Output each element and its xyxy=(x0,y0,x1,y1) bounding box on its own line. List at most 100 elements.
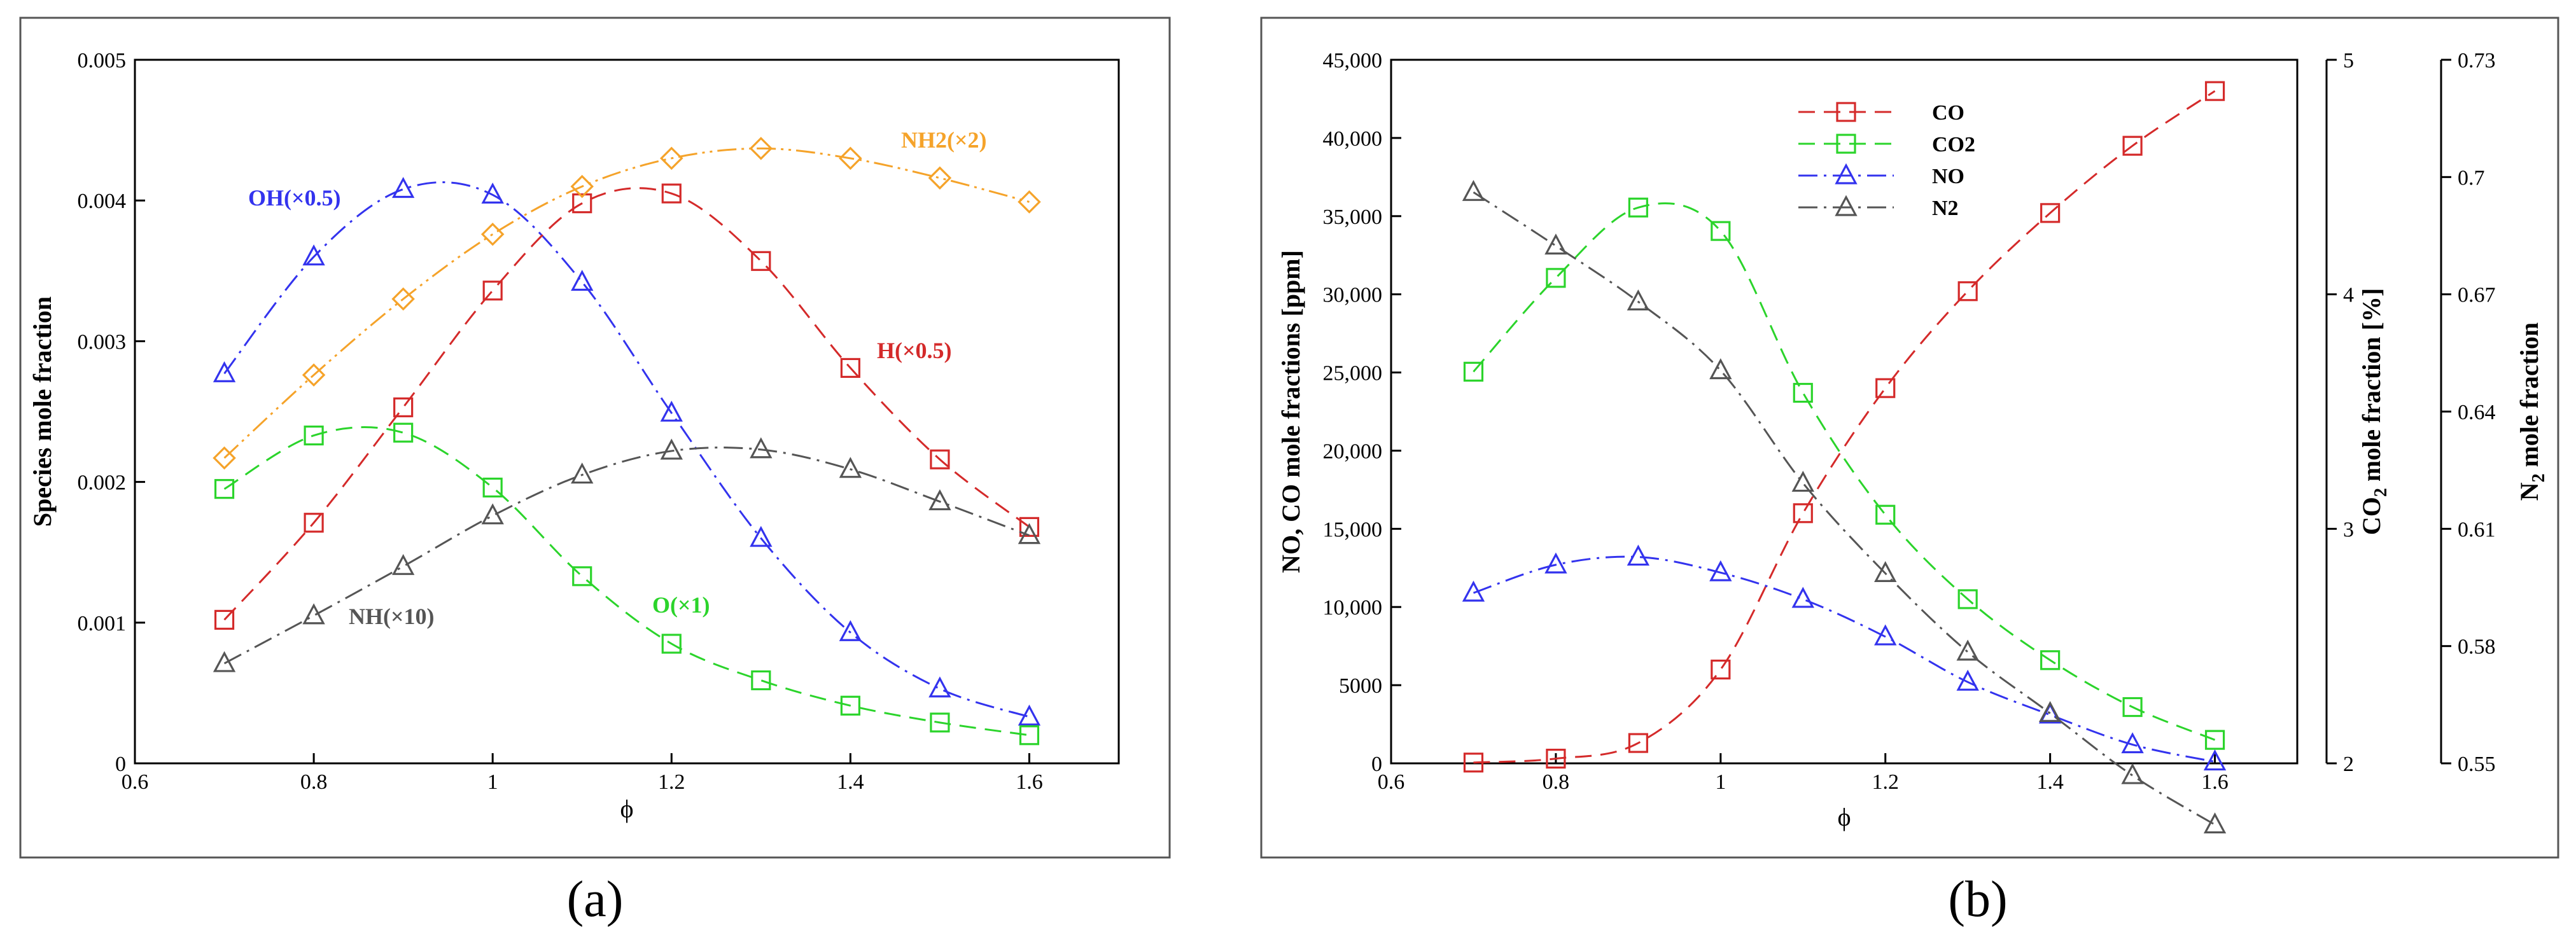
data-point xyxy=(1711,659,1731,680)
data-point xyxy=(928,489,951,511)
data-point xyxy=(2204,81,2225,101)
data-point xyxy=(1627,545,1650,566)
panel-a-plot-area xyxy=(134,59,1120,765)
data-point xyxy=(1957,281,1978,302)
data-point xyxy=(302,244,325,266)
left-y-tick-label: 45,000 xyxy=(1323,49,1383,73)
data-point xyxy=(751,251,771,271)
data-point xyxy=(1875,504,1896,525)
data-point xyxy=(751,670,771,691)
right-label-rest: mole fraction xyxy=(2515,323,2544,474)
panel-a-axes: 0.6 0.8 1 1.2 1.4 1.6 0 0.001 0.002 0.003 0.004 0.0… xyxy=(78,49,1043,794)
panel-b-right-y-axis-label: N2 mole fraction xyxy=(2515,323,2549,501)
data-point xyxy=(480,223,505,246)
legend-label: CO2 xyxy=(1932,133,1975,156)
data-point xyxy=(213,651,236,672)
x-tick-label: 1.4 xyxy=(837,770,864,794)
data-point xyxy=(2121,732,2144,754)
series-line xyxy=(1473,191,2216,826)
series-line xyxy=(223,181,1030,718)
data-point xyxy=(1018,704,1041,726)
data-point xyxy=(304,513,324,533)
mid-label-rest: mole fraction [%] xyxy=(2357,288,2386,488)
data-point xyxy=(1793,382,1813,403)
x-tick-label: 1.6 xyxy=(1016,770,1043,794)
x-tick-label: 1.6 xyxy=(2201,770,2229,794)
panel-b-plot-area xyxy=(1390,59,2299,765)
data-point xyxy=(928,676,951,698)
data-point xyxy=(572,193,592,214)
panel-a-series xyxy=(213,137,1041,746)
data-point xyxy=(1956,639,1979,661)
panel-b-axes: 0.6 0.8 1 1.2 1.4 1.6 0 5000 10,000 15,000 20,000 2… xyxy=(1323,49,2496,794)
data-point xyxy=(660,146,683,170)
data-point xyxy=(2121,763,2144,784)
right-y-tick-label: 0.73 xyxy=(2458,49,2496,73)
data-point xyxy=(1546,268,1566,288)
data-point xyxy=(1956,669,1979,691)
legend-marker xyxy=(1836,102,1856,122)
left-y-tick-label: 10,000 xyxy=(1323,596,1383,620)
data-point xyxy=(750,525,773,547)
legend-label: NO xyxy=(1932,165,1964,188)
data-point xyxy=(304,426,324,446)
y-tick-label: 0.003 xyxy=(78,330,127,354)
mid-y-tick-label: 2 xyxy=(2343,753,2354,776)
data-point xyxy=(749,137,773,160)
data-point xyxy=(1709,560,1732,581)
data-point xyxy=(1546,749,1566,769)
data-point xyxy=(1874,624,1897,646)
panel-a-frame xyxy=(19,17,1171,859)
panel-a-x-axis-label: ϕ xyxy=(620,795,633,823)
left-y-tick-label: 20,000 xyxy=(1323,440,1383,463)
label-h: H(×0.5) xyxy=(877,338,952,363)
data-point xyxy=(2122,697,2143,718)
data-point xyxy=(839,620,862,641)
mid-y-tick-label: 4 xyxy=(2343,284,2354,307)
x-tick-label: 0.6 xyxy=(1378,770,1405,794)
data-point xyxy=(570,174,594,198)
data-point xyxy=(1791,471,1814,492)
x-tick-label: 1 xyxy=(1715,770,1726,794)
data-point xyxy=(1544,552,1567,574)
data-point xyxy=(1627,289,1650,310)
mid-y-tick-label: 5 xyxy=(2343,49,2354,73)
panel-b-mid-y-axis-label: CO2 mole fraction [%] xyxy=(2357,288,2391,535)
data-point xyxy=(930,449,950,469)
x-tick-label: 1 xyxy=(487,770,498,794)
x-tick-label: 1.4 xyxy=(2036,770,2064,794)
series-line xyxy=(1473,555,2215,763)
data-point xyxy=(2204,730,2225,750)
legend-marker xyxy=(1835,163,1858,184)
x-tick-label: 0.8 xyxy=(1543,770,1570,794)
data-point xyxy=(2040,650,2061,670)
data-point xyxy=(1544,233,1567,255)
data-point xyxy=(302,603,325,625)
data-point xyxy=(840,357,860,378)
data-point xyxy=(839,146,862,170)
data-point xyxy=(213,446,236,470)
x-tick-label: 1.2 xyxy=(1872,770,1899,794)
right-label-sub: 2 xyxy=(2529,473,2549,482)
right-y-tick-label: 0.64 xyxy=(2458,401,2496,424)
data-point xyxy=(1628,733,1648,753)
data-point xyxy=(393,422,414,443)
data-point xyxy=(1957,589,1978,609)
panel-b-legend: CO CO2 NO N2 xyxy=(1798,101,1975,220)
panel-a-y-axis-label: Species mole fraction xyxy=(28,296,57,527)
left-y-tick-label: 40,000 xyxy=(1323,127,1383,151)
left-y-tick-label: 25,000 xyxy=(1323,362,1383,385)
legend-label: CO xyxy=(1932,101,1964,125)
data-point xyxy=(2038,700,2062,722)
mid-y-tick-label: 3 xyxy=(2343,518,2354,541)
data-point xyxy=(1462,179,1485,201)
right-y-tick-label: 0.7 xyxy=(2458,166,2485,190)
data-point xyxy=(393,397,414,417)
left-y-tick-label: 0 xyxy=(1371,753,1382,776)
panel-b-caption: (b) xyxy=(1948,871,2007,927)
data-point xyxy=(2203,812,2227,834)
y-tick-label: 0.002 xyxy=(78,471,127,495)
data-point xyxy=(1874,560,1897,582)
y-tick-label: 0.004 xyxy=(78,190,127,213)
